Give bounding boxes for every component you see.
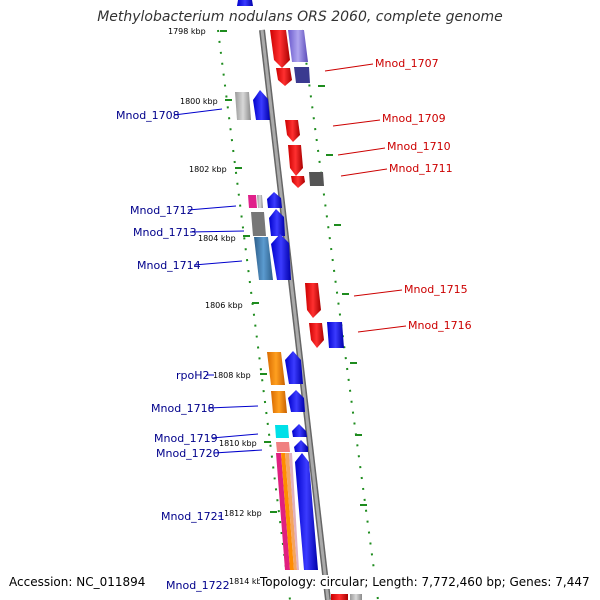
gene-mnod-1707[interactable] [270,30,290,68]
accession-text: Accession: NC_011894 [9,575,146,589]
gene-mnod-1716[interactable] [327,322,344,348]
gene-mnod-1708[interactable] [253,90,270,120]
gene-label-right[interactable]: Mnod_1709 [382,112,446,125]
gene-mnod-1719-blue[interactable] [292,424,307,437]
gene-1712-gray[interactable] [257,195,263,208]
tick-label: 1798 kbp [168,27,206,36]
gene-red-2[interactable] [276,68,292,86]
gene-mnod-1712[interactable] [267,192,282,208]
gene-label-left[interactable]: Mnod_1708 [116,109,180,122]
gene-mnod-1718[interactable] [288,390,305,412]
gene-label-left[interactable]: Mnod_1718 [151,402,215,415]
gene-label-right[interactable]: Mnod_1710 [387,140,451,153]
gene-mnod-1721-stack[interactable] [276,453,299,570]
tick-label: 1804 kbp [198,234,236,243]
gene-label-left[interactable]: Mnod_1713 [133,226,197,239]
tick-label: 1806 kbp [205,301,243,310]
gene-label-left[interactable]: Mnod_1714 [137,259,201,272]
gene-label-left[interactable]: Mnod_1722 [166,579,230,592]
gene-mnod-1714[interactable] [271,234,291,280]
tick-label: 1810 kbp [219,439,257,448]
topology-text: Topology: circular; Length: 7,772,460 bp… [260,575,590,589]
gene-label-left[interactable]: Mnod_1719 [154,432,218,445]
tick-label: 1808 kbp [213,371,251,380]
gene-mnod-1715[interactable] [305,283,321,318]
gene-mnod-1710[interactable] [288,145,303,176]
gene-rpoh2[interactable] [267,352,285,385]
gene-label-left[interactable]: Mnod_1721 [161,510,225,523]
gene-label-left[interactable]: rpoH2 [176,369,210,382]
tick-label: 1812 kbp [224,509,262,518]
tick-label: 1800 kbp [180,97,218,106]
gene-mnod-1721[interactable] [295,453,318,570]
gene-bottom-gray[interactable] [350,594,362,600]
genome-backbone [259,29,331,600]
gene-lavender-1[interactable] [288,30,308,62]
gene-label-right[interactable]: Mnod_1707 [375,57,439,70]
gene-mnod-1711[interactable] [309,172,324,186]
gene-1713-gray[interactable] [251,212,266,236]
gene-mnod-1720-pink[interactable] [276,442,290,452]
tick-label: 1814 kbp [229,577,267,586]
gene-label-right[interactable]: Mnod_1716 [408,319,472,332]
gene-forward-top[interactable] [237,0,253,6]
leader-lines-left [173,108,263,517]
gene-mnod-1716-red[interactable] [309,323,324,348]
gene-mnod-1720[interactable] [294,440,308,452]
gene-red-1711[interactable] [291,176,305,188]
gene-label-right[interactable]: Mnod_1711 [389,162,453,175]
gene-rpoh2-blue[interactable] [285,351,303,384]
gene-mnod-1713[interactable] [269,209,285,236]
gene-mnod-1718-orange[interactable] [271,391,287,413]
gene-mnod-1709[interactable] [285,120,300,142]
gene-mnod-1714-steel[interactable] [254,237,273,280]
gene-mnod-1719[interactable] [275,425,289,438]
map-title: Methylobacterium nodulans ORS 2060, comp… [97,9,503,25]
gene-label-left[interactable]: Mnod_1712 [130,204,194,217]
track-guides [217,29,379,600]
leader-lines-right [324,63,407,333]
gene-label-right[interactable]: Mnod_1715 [404,283,468,296]
gene-1712-pink[interactable] [248,195,257,208]
gene-label-left[interactable]: Mnod_1720 [156,447,220,460]
tick-label: 1802 kbp [189,165,227,174]
gene-bottom-red[interactable] [331,594,348,600]
gene-navy-1[interactable] [294,67,310,83]
gene-1708-gray[interactable] [235,92,251,120]
